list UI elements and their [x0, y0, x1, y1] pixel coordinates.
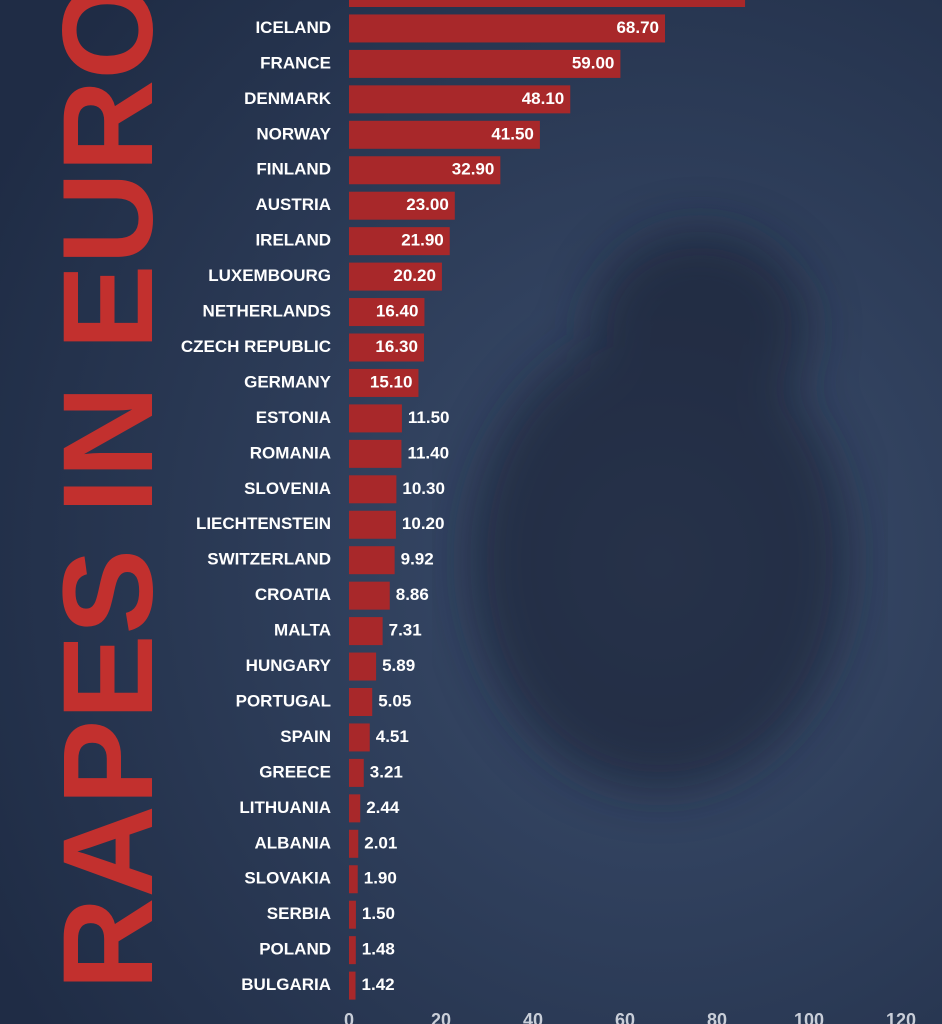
category-label: SERBIA: [267, 904, 331, 923]
category-label: PORTUGAL: [236, 691, 331, 710]
category-label: LIECHTENSTEIN: [196, 514, 331, 533]
category-label: BULGARIA: [241, 975, 331, 994]
category-label: ROMANIA: [250, 443, 331, 462]
value-label: 23.00: [406, 195, 449, 214]
category-label: SLOVENIA: [244, 479, 331, 498]
bar: [349, 191, 455, 220]
bar: [349, 510, 396, 539]
bar: [349, 333, 424, 362]
bar: [349, 971, 356, 1000]
bar: [349, 475, 397, 504]
category-label: POLAND: [259, 940, 331, 959]
value-label: 41.50: [491, 124, 534, 143]
value-label: 21.90: [401, 231, 444, 250]
value-label: 2.01: [364, 833, 397, 852]
bar: [349, 368, 419, 397]
bar: [349, 617, 383, 646]
x-tick-label: 0: [344, 1010, 354, 1024]
x-tick-label: 80: [707, 1010, 727, 1024]
category-label: IRELAND: [255, 231, 331, 250]
bar: [349, 794, 361, 823]
value-label: 5.89: [382, 656, 415, 675]
value-label: 7.31: [389, 621, 422, 640]
bar: [349, 829, 359, 858]
x-tick-label: 60: [615, 1010, 635, 1024]
category-label: ICELAND: [255, 18, 331, 37]
bar: [349, 652, 377, 681]
x-tick-label: 20: [431, 1010, 451, 1024]
value-label: 11.50: [408, 408, 450, 427]
x-tick-label: 100: [794, 1010, 824, 1024]
category-label: SWEDEN: [256, 0, 331, 1]
value-label: 10.20: [402, 514, 445, 533]
category-label: MALTA: [274, 621, 331, 640]
value-label: 1.90: [364, 869, 397, 888]
category-label: SPAIN: [280, 727, 331, 746]
bar: [349, 723, 370, 752]
bar: [349, 439, 402, 468]
category-label: FINLAND: [256, 160, 331, 179]
silhouette: [470, 230, 850, 790]
value-label: 5.05: [378, 691, 411, 710]
value-label: 68.70: [616, 18, 659, 37]
category-label: GREECE: [259, 762, 331, 781]
value-label: 3.21: [370, 762, 403, 781]
category-label: LITHUANIA: [239, 798, 331, 817]
value-label: 9.92: [401, 550, 434, 569]
value-label: 10.30: [402, 479, 445, 498]
category-label: NETHERLANDS: [203, 302, 331, 321]
value-label: 16.40: [376, 302, 419, 321]
category-label: CZECH REPUBLIC: [181, 337, 331, 356]
value-label: 59.00: [572, 53, 615, 72]
bar: [349, 758, 364, 787]
x-tick-label: 40: [523, 1010, 543, 1024]
value-label: 1.50: [362, 904, 395, 923]
category-label: LUXEMBOURG: [208, 266, 331, 285]
bar: [349, 156, 501, 185]
category-label: FRANCE: [260, 53, 331, 72]
value-label: 1.42: [362, 975, 395, 994]
bar: [349, 14, 666, 43]
bar: [349, 581, 390, 610]
value-label: 20.20: [393, 266, 436, 285]
value-label: 11.40: [407, 443, 449, 462]
category-label: ESTONIA: [256, 408, 331, 427]
chart-title: RAPES IN EUROPE: [37, 0, 180, 990]
bar: [349, 298, 425, 327]
category-label: DENMARK: [244, 89, 332, 108]
value-label: 32.90: [452, 160, 495, 179]
value-label: 2.44: [366, 798, 400, 817]
value-label: 4.51: [376, 727, 409, 746]
category-label: SWITZERLAND: [207, 550, 331, 569]
bar: [349, 404, 402, 433]
category-label: AUSTRIA: [255, 195, 331, 214]
bar: [349, 0, 746, 7]
bar: [349, 546, 395, 575]
bar: [349, 85, 571, 114]
value-label: 15.10: [370, 372, 413, 391]
category-label: SLOVAKIA: [244, 869, 331, 888]
bar: [349, 688, 373, 716]
value-label: 16.30: [375, 337, 418, 356]
x-tick-label: 120: [886, 1010, 916, 1024]
category-label: HUNGARY: [246, 656, 332, 675]
bar: [349, 936, 356, 965]
category-label: NORWAY: [256, 124, 331, 143]
value-label: 8.86: [396, 585, 429, 604]
value-label: 1.48: [362, 940, 395, 959]
bar: [349, 120, 540, 149]
value-label: 86.10: [697, 0, 740, 1]
category-label: GERMANY: [244, 372, 332, 391]
bar: [349, 227, 450, 256]
category-label: CROATIA: [255, 585, 331, 604]
bar: [349, 49, 621, 78]
bar: [349, 900, 356, 929]
bar: [349, 865, 358, 894]
category-label: ALBANIA: [255, 833, 332, 852]
bar: [349, 262, 442, 291]
value-label: 48.10: [522, 89, 565, 108]
